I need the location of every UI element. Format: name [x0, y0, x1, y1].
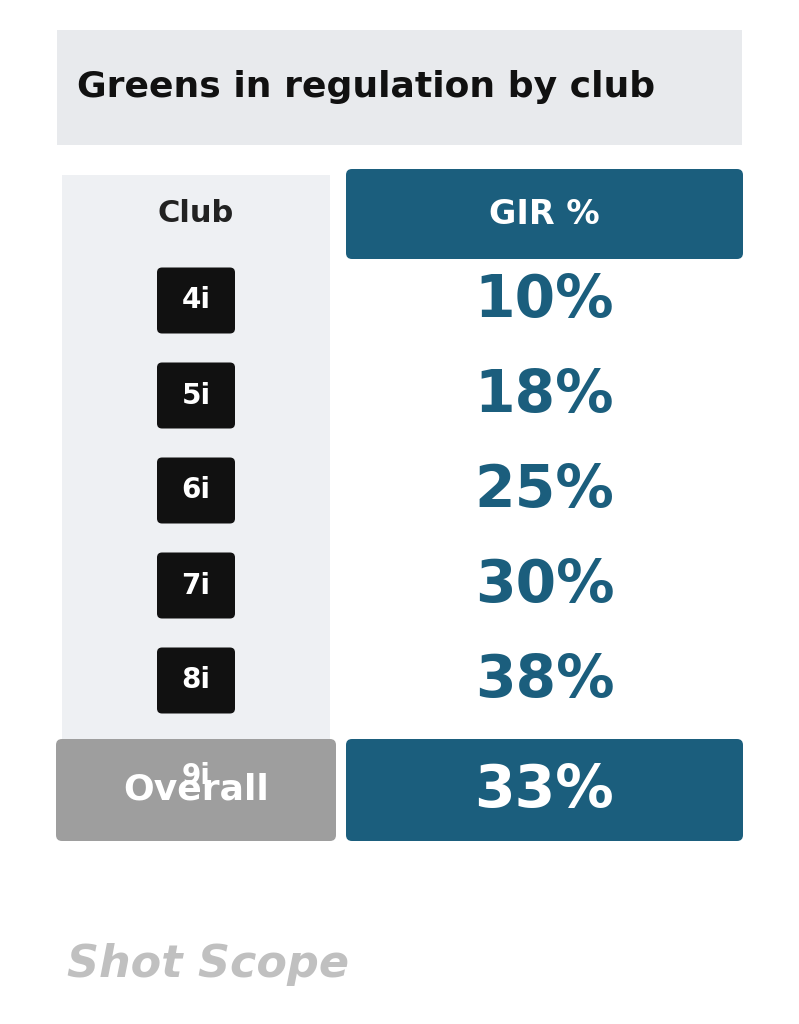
Text: Shot Scope: Shot Scope: [67, 942, 349, 985]
FancyBboxPatch shape: [157, 362, 235, 428]
Text: Overall: Overall: [123, 773, 269, 807]
Text: Club: Club: [158, 200, 234, 228]
FancyBboxPatch shape: [157, 742, 235, 809]
Text: 25%: 25%: [475, 462, 614, 519]
Bar: [57, 30, 742, 145]
FancyBboxPatch shape: [346, 169, 743, 259]
Text: 7i: 7i: [181, 571, 210, 599]
Text: Greens in regulation by club: Greens in regulation by club: [77, 71, 655, 104]
Text: 9i: 9i: [181, 762, 210, 790]
FancyBboxPatch shape: [346, 739, 743, 841]
Text: 10%: 10%: [475, 272, 614, 329]
Text: 33%: 33%: [475, 762, 614, 818]
Text: 44%: 44%: [475, 746, 614, 804]
FancyBboxPatch shape: [157, 553, 235, 618]
FancyBboxPatch shape: [56, 739, 336, 841]
Text: 4i: 4i: [181, 287, 210, 314]
Text: 5i: 5i: [181, 382, 211, 410]
FancyBboxPatch shape: [157, 647, 235, 714]
Text: 8i: 8i: [181, 667, 210, 694]
Text: 30%: 30%: [475, 557, 614, 614]
FancyBboxPatch shape: [157, 267, 235, 334]
Bar: [62, 175, 330, 823]
Text: 6i: 6i: [181, 476, 210, 505]
Text: GIR %: GIR %: [489, 198, 600, 230]
Text: 18%: 18%: [475, 367, 614, 424]
FancyBboxPatch shape: [157, 458, 235, 523]
Text: 38%: 38%: [475, 652, 614, 709]
